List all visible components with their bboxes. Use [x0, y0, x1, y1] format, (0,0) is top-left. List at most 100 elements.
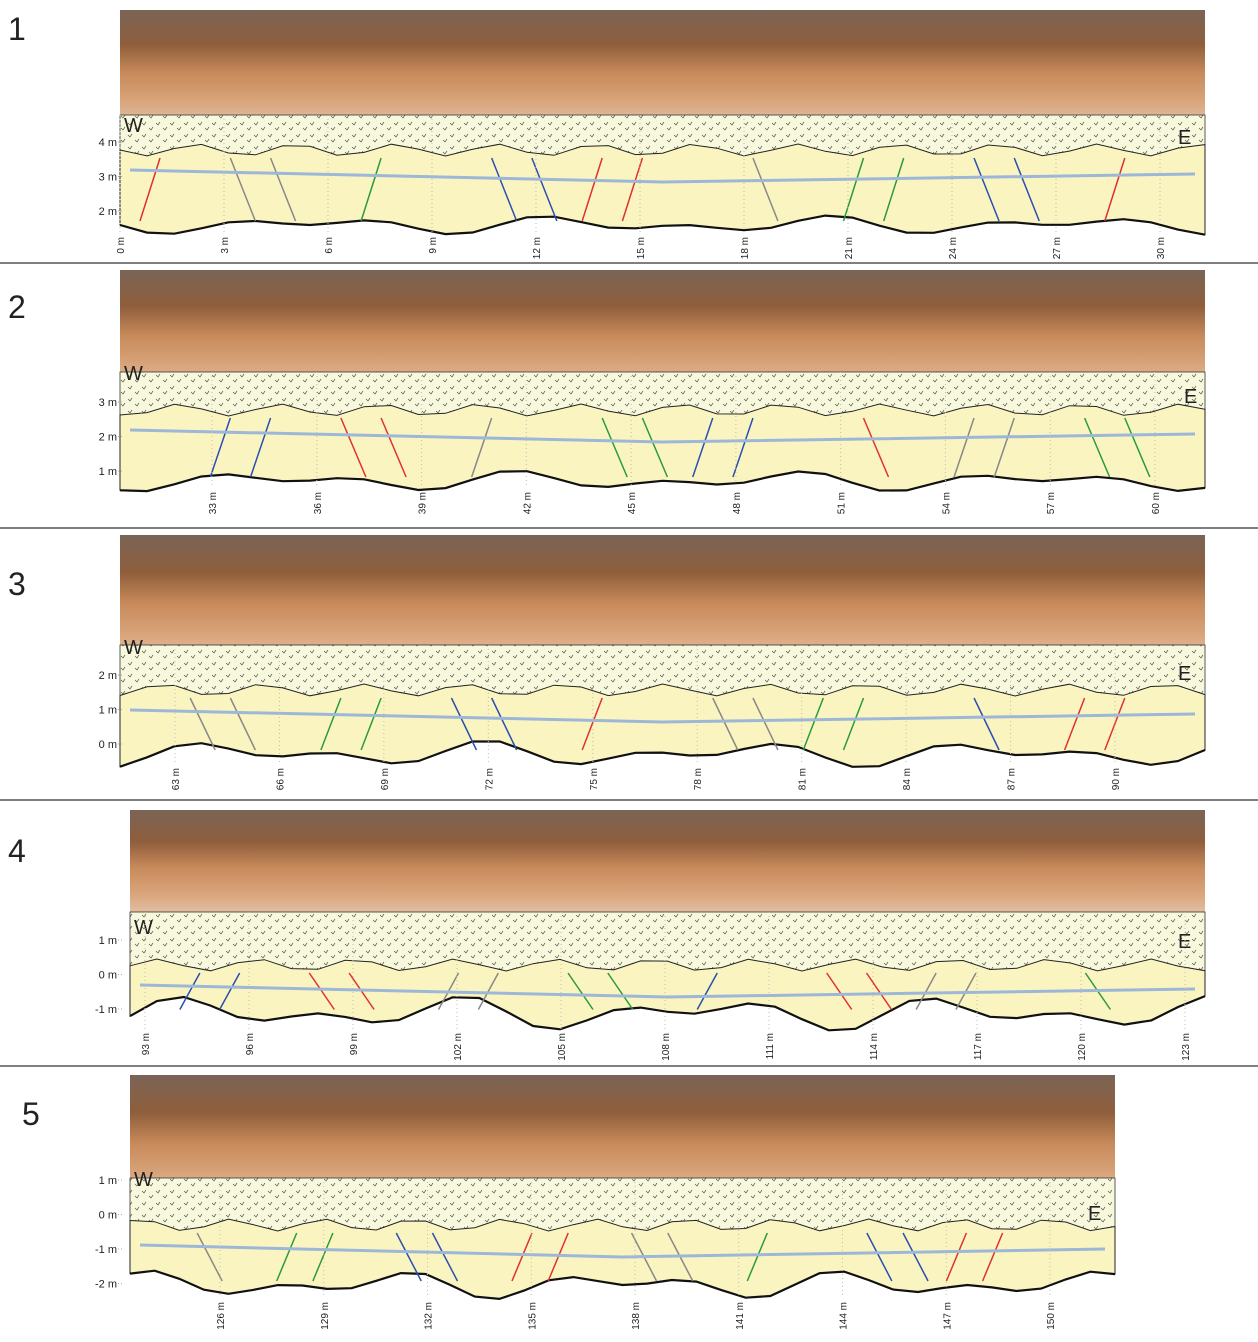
- x-tick-label: 120 m: [1077, 1033, 1088, 1061]
- structure-line: [1013, 157, 1040, 222]
- x-tick-label: 60 m: [1151, 492, 1162, 514]
- structure-line: [179, 972, 201, 1010]
- structure-line: [431, 1232, 459, 1282]
- x-tick-label: 84 m: [902, 768, 913, 790]
- structure-line: [308, 972, 335, 1010]
- x-tick-label: 102 m: [453, 1033, 464, 1061]
- panel-number: 1: [8, 11, 26, 47]
- x-tick-label: 87 m: [1007, 768, 1018, 790]
- y-tick-label: 4 m: [99, 137, 117, 149]
- panel-number: 5: [22, 1096, 40, 1132]
- x-tick-label: 90 m: [1111, 768, 1122, 790]
- structure-line: [229, 157, 257, 222]
- section-base: [129, 1269, 1116, 1301]
- x-tick-label: 123 m: [1181, 1033, 1192, 1061]
- west-label: W: [124, 363, 143, 385]
- x-tick-label: 114 m: [869, 1033, 880, 1060]
- bedding-line: [139, 983, 1196, 999]
- structure-line: [312, 1232, 334, 1282]
- x-tick-label: 18 m: [740, 237, 751, 259]
- structure-line: [1104, 697, 1126, 751]
- structure-line: [1104, 157, 1126, 222]
- outcrop-photo: [130, 810, 1205, 915]
- west-label: W: [134, 917, 153, 939]
- structure-line: [189, 697, 216, 751]
- y-tick-label: 3 m: [99, 172, 117, 184]
- panel-number: 2: [8, 289, 26, 325]
- structure-line: [862, 417, 890, 478]
- panel: 2 W E 3 m 2 m 1 m 33 m 36 m 39 m 42 m 45 m 48 m 51 m…: [0, 270, 1258, 529]
- structure-line: [973, 157, 1000, 222]
- y-tick-label: 3 m: [99, 397, 117, 409]
- structure-line: [696, 972, 718, 1010]
- x-tick-label: 111 m: [765, 1033, 776, 1059]
- structure-line: [746, 1232, 768, 1282]
- x-tick-label: 24 m: [948, 237, 959, 259]
- structure-line: [276, 1232, 298, 1282]
- east-label: E: [1178, 127, 1191, 149]
- structure-line: [340, 417, 367, 478]
- bedding-line: [129, 708, 1196, 724]
- x-tick-label: 132 m: [424, 1302, 435, 1330]
- structure-line: [196, 1232, 223, 1282]
- bedding-line: [129, 428, 1196, 444]
- structure-line: [477, 972, 500, 1010]
- x-tick-label: 36 m: [313, 492, 324, 514]
- structure-line: [531, 157, 558, 222]
- x-tick-label: 105 m: [557, 1033, 568, 1061]
- panel: 4 W E 1 m 0 m -1 m 93 m 96 m 99 m 102 m 105 m 108 m…: [0, 810, 1258, 1067]
- structure-line: [139, 157, 161, 222]
- outcrop-photo: [120, 10, 1205, 125]
- structure-line: [380, 417, 407, 478]
- x-tick-label: 147 m: [942, 1302, 953, 1330]
- y-tick-label: -1 m: [95, 1244, 117, 1256]
- structure-line: [621, 157, 644, 222]
- x-tick-label: 54 m: [941, 492, 952, 514]
- x-tick-label: 21 m: [844, 237, 855, 259]
- structure-line: [973, 697, 1000, 751]
- y-tick-label: 1 m: [99, 705, 117, 717]
- structure-line: [752, 157, 779, 222]
- sediment-body: [129, 958, 1206, 1031]
- structure-line: [752, 697, 779, 751]
- structure-line: [360, 157, 382, 222]
- panel-number: 4: [8, 833, 26, 869]
- east-label: E: [1178, 931, 1191, 953]
- structure-line: [842, 697, 865, 751]
- bedding-line: [139, 1243, 1106, 1259]
- x-tick-label: 33 m: [208, 492, 219, 514]
- x-tick-label: 9 m: [428, 237, 439, 254]
- structure-line: [1083, 417, 1111, 478]
- structure-line: [320, 697, 342, 751]
- sediment-body: [129, 1218, 1116, 1300]
- structure-line: [601, 417, 628, 478]
- structure-line: [581, 697, 603, 751]
- x-tick-label: 96 m: [245, 1033, 256, 1055]
- outcrop-photo: [120, 535, 1205, 660]
- x-tick-label: 117 m: [973, 1033, 984, 1060]
- structure-line: [902, 1232, 929, 1282]
- east-label: E: [1184, 386, 1197, 408]
- structure-line: [915, 972, 937, 1010]
- structure-line: [249, 417, 272, 478]
- x-tick-label: 45 m: [627, 492, 638, 514]
- structure-line: [1124, 417, 1151, 478]
- x-tick-label: 15 m: [636, 237, 647, 259]
- structure-line: [490, 157, 518, 222]
- y-tick-label: 2 m: [99, 432, 117, 444]
- west-label: W: [124, 115, 143, 137]
- panel: 5 W E 1 m 0 m -1 m -2 m 126 m 129 m 132 m 135 m 138…: [22, 1075, 1116, 1330]
- y-tick-label: 1 m: [99, 935, 117, 947]
- structure-line: [953, 417, 975, 478]
- structure-line: [395, 1232, 422, 1282]
- x-tick-label: 141 m: [735, 1302, 746, 1330]
- x-tick-label: 39 m: [418, 492, 429, 514]
- x-tick-label: 129 m: [320, 1302, 331, 1330]
- panel-number: 3: [8, 566, 26, 602]
- structure-line: [450, 697, 478, 751]
- x-tick-label: 42 m: [522, 492, 533, 514]
- x-tick-label: 72 m: [484, 768, 495, 790]
- y-tick-label: 1 m: [99, 1175, 117, 1187]
- x-tick-label: 51 m: [837, 492, 848, 514]
